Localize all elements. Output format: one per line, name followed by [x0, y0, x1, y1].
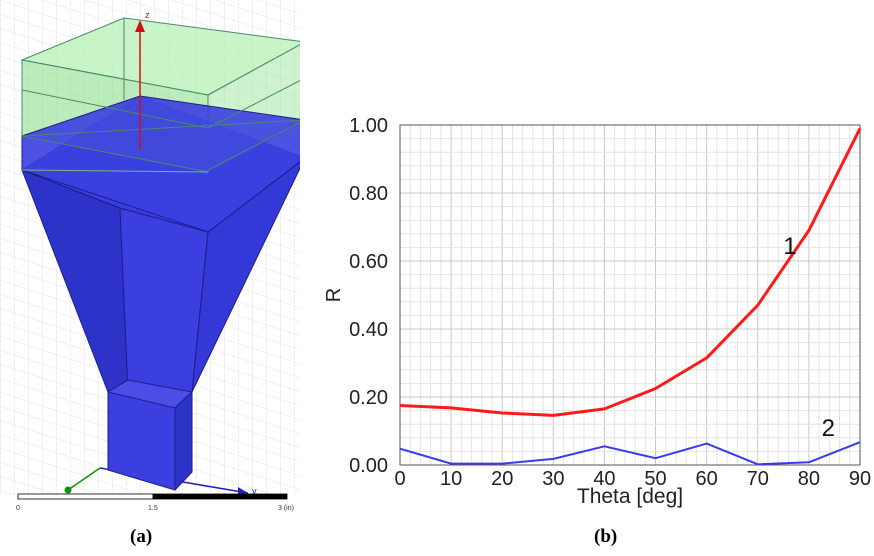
scale-tick-2: 3 (in) — [278, 505, 294, 512]
series-lines — [399, 127, 862, 466]
x-axis-marker — [64, 486, 72, 494]
y-tick-label: 0.20 — [349, 387, 388, 409]
y-axis-label: y — [252, 486, 257, 496]
y-tick-label: 0.60 — [349, 251, 388, 273]
y-tick-label: 0.40 — [349, 319, 388, 341]
reflection-chart: 0.00 0.20 0.40 0.60 0.80 1.00 0 10 20 30 40 50 60 70… — [323, 115, 871, 508]
series-1-line — [399, 127, 862, 417]
y-tick-label: 0.00 — [349, 455, 388, 477]
x-tick-label: 0 — [394, 468, 405, 490]
aperture-rim — [21, 169, 209, 173]
x-tick-label: 90 — [849, 468, 871, 490]
x-tick-label: 20 — [491, 468, 513, 490]
z-axis-arrow — [135, 20, 145, 32]
x-tick-label: 40 — [593, 468, 615, 490]
z-axis-label: z — [145, 10, 150, 20]
scale-bar: 0 1.5 3 (in) — [16, 493, 294, 512]
y-tick-label: 1.00 — [349, 115, 388, 137]
series-1-label: 1 — [783, 233, 796, 260]
x-axis-line — [67, 467, 101, 491]
scale-tick-0: 0 — [16, 505, 20, 512]
x-tick-label: 50 — [644, 468, 666, 490]
x-tick-label: 70 — [747, 468, 769, 490]
x-tick-labels: 0 10 20 30 40 50 60 70 80 90 — [394, 468, 871, 490]
y-tick-labels: 0.00 0.20 0.40 0.60 0.80 1.00 — [349, 115, 388, 477]
caption-b: (b) — [594, 526, 618, 547]
x-tick-label: 30 — [542, 468, 564, 490]
caption-a: (a) — [130, 526, 153, 547]
series-2-label: 2 — [822, 415, 835, 442]
plot-grid — [399, 124, 861, 466]
scale-tick-1: 1.5 — [148, 505, 158, 512]
x-axis-label: Theta [deg] — [577, 485, 683, 508]
waveguide-side — [174, 390, 193, 492]
y-axis-label: R — [323, 288, 345, 302]
horn-antenna-model: y z 0 1.5 3 (in) — [0, 0, 300, 512]
plot-frame — [399, 124, 861, 466]
x-tick-label: 80 — [798, 468, 820, 490]
series-2-line — [399, 441, 861, 466]
x-tick-label: 10 — [440, 468, 462, 490]
radome-lower-box — [21, 119, 300, 173]
y-tick-label: 0.80 — [349, 183, 388, 205]
series-labels: 12 — [783, 233, 835, 442]
x-tick-label: 60 — [696, 468, 718, 490]
radome-inner-edges — [21, 80, 300, 129]
